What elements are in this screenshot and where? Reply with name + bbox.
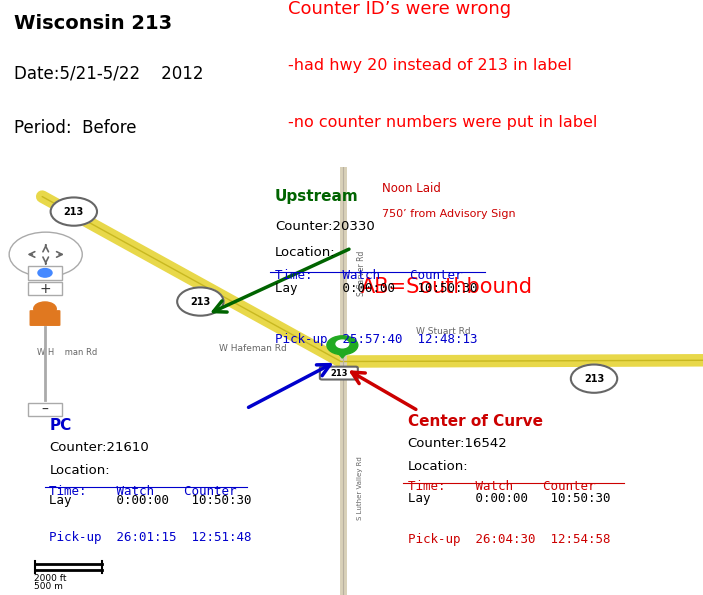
- Text: 213: 213: [191, 296, 210, 306]
- FancyBboxPatch shape: [28, 403, 62, 416]
- Text: Location:: Location:: [408, 459, 468, 472]
- Text: PC: PC: [49, 418, 72, 433]
- Text: Lay      0:00:00   10:50:30: Lay 0:00:00 10:50:30: [408, 493, 610, 505]
- Text: Center of Curve: Center of Curve: [408, 414, 543, 428]
- Text: Counter:20330: Counter:20330: [275, 220, 375, 233]
- Circle shape: [38, 268, 52, 277]
- Text: W H    man Rd: W H man Rd: [37, 349, 97, 358]
- Text: Location:: Location:: [275, 246, 335, 259]
- Circle shape: [336, 340, 349, 348]
- FancyBboxPatch shape: [30, 310, 60, 326]
- FancyBboxPatch shape: [28, 282, 62, 295]
- Text: Counter:21610: Counter:21610: [49, 441, 149, 455]
- Text: +: +: [39, 281, 51, 296]
- Text: Time:    Watch    Counter: Time: Watch Counter: [49, 485, 237, 498]
- Text: AB=Southbound: AB=Southbound: [361, 277, 532, 296]
- Text: Wisconsin 213: Wisconsin 213: [14, 14, 172, 33]
- Text: -had hwy 20 instead of 213 in label: -had hwy 20 instead of 213 in label: [288, 58, 572, 73]
- Text: Date:5/21-5/22    2012: Date:5/21-5/22 2012: [14, 64, 204, 83]
- Circle shape: [177, 287, 224, 316]
- Circle shape: [51, 198, 97, 226]
- Circle shape: [571, 365, 617, 393]
- Text: 213: 213: [330, 368, 347, 378]
- Text: Counter ID’s were wrong: Counter ID’s were wrong: [288, 0, 511, 18]
- Text: Upstream: Upstream: [275, 189, 359, 205]
- Text: S Carver Rd: S Carver Rd: [357, 251, 366, 296]
- Text: W Hafeman Rd: W Hafeman Rd: [219, 344, 287, 353]
- Text: 750’ from Advisory Sign: 750’ from Advisory Sign: [382, 209, 516, 220]
- Text: 213: 213: [584, 374, 604, 384]
- Text: 213: 213: [64, 206, 84, 217]
- Circle shape: [34, 302, 56, 316]
- Text: Lay      0:00:00   10:50:30: Lay 0:00:00 10:50:30: [275, 282, 477, 295]
- Text: Time:    Watch    Counter: Time: Watch Counter: [275, 269, 463, 282]
- Text: Pick-up  25:57:40  12:48:13: Pick-up 25:57:40 12:48:13: [275, 333, 477, 346]
- Text: Lay      0:00:00   10:50:30: Lay 0:00:00 10:50:30: [49, 494, 252, 507]
- Text: Counter:16542: Counter:16542: [408, 437, 508, 450]
- Polygon shape: [335, 350, 349, 358]
- Text: Location:: Location:: [49, 464, 110, 477]
- Text: W Stuart Rd: W Stuart Rd: [415, 327, 470, 336]
- Text: -no counter numbers were put in label: -no counter numbers were put in label: [288, 115, 598, 130]
- Text: Time:    Watch    Counter: Time: Watch Counter: [408, 481, 595, 493]
- Text: S Luther Valley Rd: S Luther Valley Rd: [357, 456, 363, 520]
- Text: –: –: [41, 402, 49, 416]
- Text: 500 m: 500 m: [34, 582, 63, 591]
- Text: Pick-up  26:01:15  12:51:48: Pick-up 26:01:15 12:51:48: [49, 531, 252, 544]
- Text: 2000 ft: 2000 ft: [34, 574, 66, 584]
- FancyBboxPatch shape: [28, 265, 62, 280]
- Text: Period:  Before: Period: Before: [14, 119, 136, 137]
- Text: Noon Laid: Noon Laid: [382, 182, 441, 195]
- Text: Pick-up  26:04:30  12:54:58: Pick-up 26:04:30 12:54:58: [408, 533, 610, 546]
- Circle shape: [9, 232, 82, 277]
- FancyBboxPatch shape: [320, 367, 358, 380]
- Circle shape: [327, 336, 358, 355]
